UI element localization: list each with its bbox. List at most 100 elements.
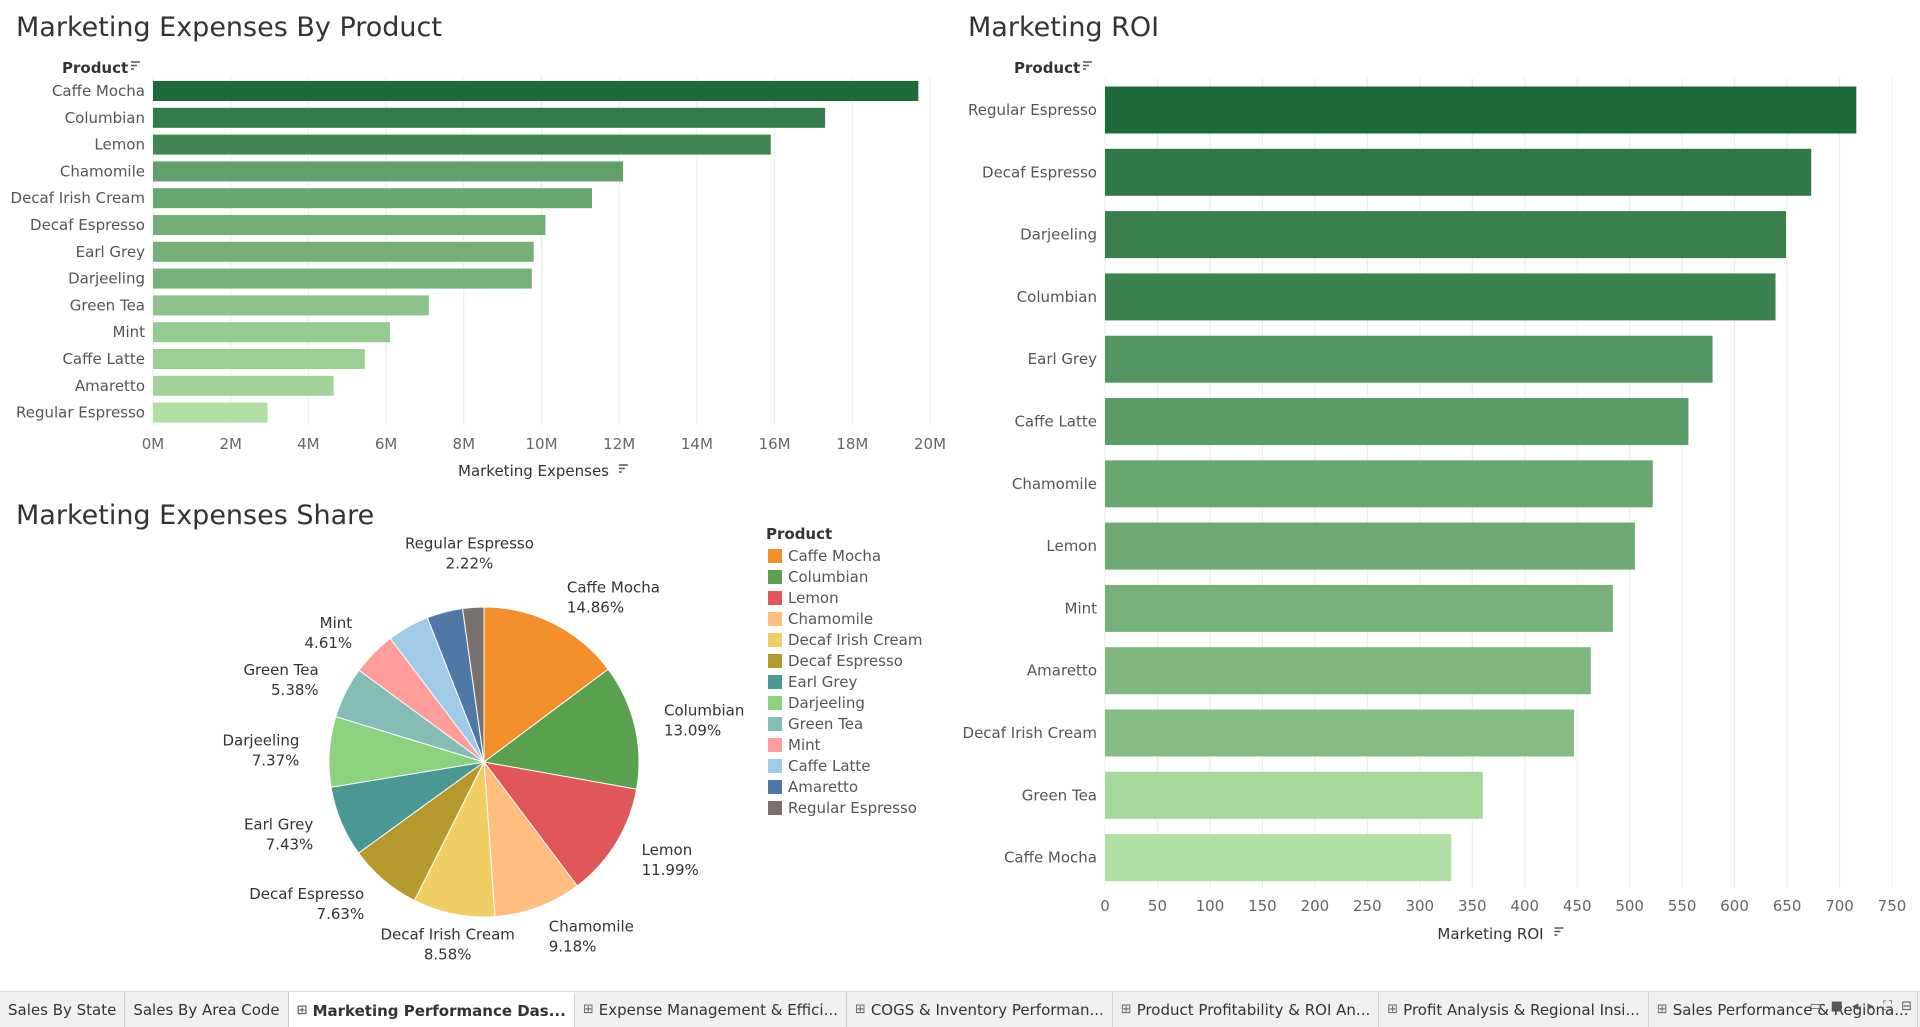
roi-tick-label: 350 [1458,897,1487,915]
expenses-tick-label: 14M [681,435,713,453]
roi-category-label: Mint [1065,599,1098,617]
expenses-bar [153,375,334,396]
prev-icon[interactable]: ◂ [1851,999,1859,1014]
sheet-nav: ▭ ■ ◂ ▸ ⛶ ⊟ [1809,999,1912,1014]
tab-sheet[interactable]: ⊞ Marketing Performance Das... [288,992,575,1027]
dashboard-icon: ⊞ [582,1002,594,1017]
roi-tick-label: 750 [1878,897,1907,915]
expenses-category-label: Chamomile [60,162,145,180]
tab-label: COGS & Inventory Performan... [870,1000,1104,1019]
dashboard-icon: ⊞ [296,1003,308,1018]
pie-legend-label: Chamomile [788,610,873,628]
pie-legend-swatch [768,696,782,710]
expenses-tick-label: 12M [603,435,635,453]
pie-slice-label: Mint [320,614,353,632]
expenses-tick-label: 4M [297,435,320,453]
expenses-bar [153,268,532,289]
pie-legend-swatch [768,780,782,794]
expenses-chart-title: Marketing Expenses By Product [16,12,442,43]
tab-label: Sales By Area Code [133,1000,280,1019]
expenses-tick-label: 6M [375,435,398,453]
pie-legend-label: Earl Grey [788,673,857,691]
roi-tick-label: 100 [1196,897,1225,915]
pie-slice-label: Regular Espresso [405,535,534,553]
dashboard-icon: ⊞ [854,1002,866,1017]
pie-slice-percent: 13.09% [664,721,721,739]
pie-legend-swatch [768,612,782,626]
pie-legend-label: Regular Espresso [788,799,917,817]
roi-y-axis-label: Product [1014,59,1080,77]
expenses-bar [153,349,365,369]
tab-sheet[interactable]: ⊞ Profit Analysis & Regional Insi... [1379,992,1649,1027]
expenses-y-sort-icon [131,61,140,70]
expenses-category-label: Mint [113,323,146,341]
pie-legend-swatch [768,591,782,605]
pie-slice [482,668,640,790]
expenses-bar [153,241,534,262]
roi-bar [1105,771,1483,819]
roi-bar [1105,211,1787,259]
roi-category-label: Chamomile [1012,475,1097,493]
roi-tick-label: 500 [1615,897,1644,915]
tab-label: Profit Analysis & Regional Insi... [1403,1000,1640,1019]
pie-slice-percent: 7.37% [252,752,300,770]
tab-sheet[interactable]: ⊞ Product Profitability & ROI An... [1113,992,1380,1027]
pie-slice-label: Columbian [664,701,744,719]
expenses-bar [153,188,593,209]
roi-tick-label: 200 [1301,897,1330,915]
grid-view-icon[interactable]: ▭ [1809,999,1822,1014]
roi-category-label: Columbian [1017,288,1097,306]
single-view-icon[interactable]: ■ [1830,999,1843,1014]
fullscreen-icon[interactable]: ⛶ [1882,999,1893,1014]
tab-sheet[interactable]: Sales By State [0,992,126,1027]
pie-legend-label: Columbian [788,568,868,586]
roi-tick-label: 50 [1148,897,1167,915]
pie-legend-label: Decaf Irish Cream [788,631,922,649]
pie-legend-swatch [768,633,782,647]
tab-sheet[interactable]: ⊞ COGS & Inventory Performan... [847,992,1113,1027]
expenses-tick-label: 10M [525,435,557,453]
pie-slice [413,760,496,918]
fit-icon[interactable]: ⊟ [1901,999,1912,1014]
pie-legend-label: Caffe Mocha [788,547,881,565]
expenses-x-axis-label: Marketing Expenses [458,462,609,480]
roi-tick-label: 150 [1248,897,1277,915]
expenses-bar [153,134,771,155]
expenses-bar [153,161,624,182]
roi-category-label: Decaf Irish Cream [963,724,1097,742]
roi-bar [1105,647,1591,695]
tab-label: Expense Management & Effici... [598,1000,838,1019]
roi-category-label: Caffe Mocha [1004,849,1097,867]
roi-tick-label: 250 [1353,897,1382,915]
tab-label: Marketing Performance Das... [312,1001,566,1020]
expenses-category-label: Regular Espresso [16,404,145,422]
dashboard-icon: ⊞ [1656,1002,1668,1017]
pie-legend-swatch [768,654,782,668]
pie-slice [482,761,638,887]
roi-category-label: Regular Espresso [968,101,1097,119]
dashboard-charts: Caffe Mocha Columbian Lemon Chamomile Decaf … [11,59,1907,963]
sheet-tabs: Sales By State Sales By Area Code ⊞ Marketi… [0,991,1920,1027]
expenses-category-label: Amaretto [75,377,145,395]
roi-bar [1105,86,1857,134]
roi-category-label: Amaretto [1027,662,1097,680]
pie-slice-percent: 8.58% [424,945,472,963]
roi-tick-label: 700 [1825,897,1854,915]
pie-slice-label: Decaf Espresso [249,885,364,903]
tab-label: Product Profitability & ROI An... [1136,1000,1371,1019]
roi-category-label: Green Tea [1022,786,1097,804]
expenses-category-label: Lemon [94,136,145,154]
tab-sheet[interactable]: ⊞ Sales Performance & Regiona... [1649,992,1918,1027]
next-icon[interactable]: ▸ [1867,999,1874,1014]
tab-sheet[interactable]: Sales By Area Code [125,992,289,1027]
expenses-category-label: Earl Grey [76,243,145,261]
expenses-category-label: Caffe Mocha [52,82,145,100]
expenses-bar [153,402,268,423]
tab-sheet[interactable]: ⊞ Expense Management & Effici... [575,992,847,1027]
roi-tick-label: 0 [1100,897,1110,915]
expenses-bar [153,215,546,235]
roi-bar [1105,709,1575,757]
pie-slice-percent: 7.63% [317,905,365,923]
pie-slice-percent: 4.61% [305,634,353,652]
pie-legend-swatch [768,549,782,563]
